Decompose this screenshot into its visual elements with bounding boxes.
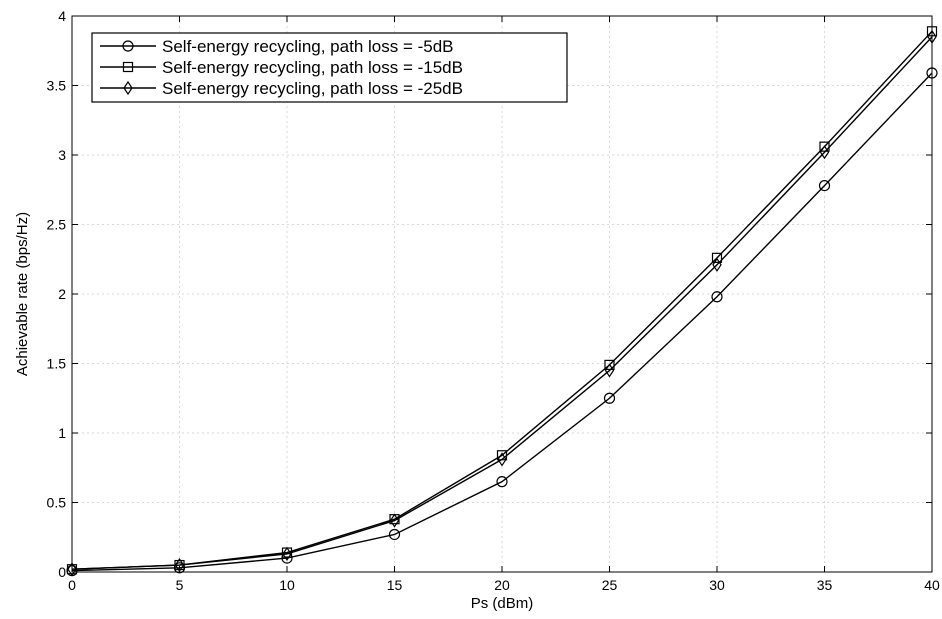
y-tick-label: 4 <box>58 8 66 24</box>
legend-item: Self-energy recycling, path loss = -5dB <box>100 37 454 56</box>
legend-marker-square <box>122 61 134 73</box>
legend-label: Self-energy recycling, path loss = -15dB <box>162 58 463 77</box>
legend-label: Self-energy recycling, path loss = -5dB <box>162 37 454 56</box>
legend-item: Self-energy recycling, path loss = -25dB <box>100 79 463 98</box>
tick-labels: 0 5 10 15 20 25 30 35 40 0 0.5 1 1.5 2 2.5 3 3.5 4 <box>47 8 940 593</box>
x-tick-label: 5 <box>176 577 184 593</box>
y-tick-label: 2.5 <box>47 217 67 233</box>
legend-label: Self-energy recycling, path loss = -25dB <box>162 79 463 98</box>
x-tick-label: 15 <box>387 577 403 593</box>
grid <box>72 16 932 572</box>
data-point-diamond <box>604 363 615 378</box>
x-tick-label: 10 <box>279 577 295 593</box>
y-tick-label: 3 <box>58 147 66 163</box>
x-axis-label: Ps (dBm) <box>471 595 534 612</box>
x-tick-label: 0 <box>68 577 76 593</box>
y-tick-label: 0.5 <box>47 495 67 511</box>
data-point-circle <box>388 528 401 541</box>
x-tick-label: 30 <box>709 577 725 593</box>
data-point-square <box>604 359 615 370</box>
x-tick-label: 35 <box>817 577 833 593</box>
data-point-circle <box>603 392 616 404</box>
y-tick-label: 1.5 <box>47 356 67 372</box>
y-axis-label: Achievable rate (bps/Hz) <box>14 212 31 376</box>
data-point-circle <box>711 291 723 303</box>
x-tick-label: 25 <box>602 577 618 593</box>
legend-marker-diamond <box>123 80 133 96</box>
y-tick-label: 0 <box>58 564 66 580</box>
legend: Self-energy recycling, path loss = -5dB S… <box>91 32 568 103</box>
y-tick-label: 3.5 <box>47 78 67 94</box>
data-point-diamond <box>389 513 400 528</box>
data-point-diamond <box>819 145 830 160</box>
y-tick-label: 2 <box>58 286 66 302</box>
legend-item: Self-energy recycling, path loss = -15dB <box>100 58 463 77</box>
series-group <box>66 26 938 577</box>
legend-box <box>91 32 568 103</box>
data-point-diamond <box>67 562 77 577</box>
data-point-diamond <box>497 452 507 467</box>
series-line-circle <box>71 72 933 572</box>
data-point-diamond <box>174 557 185 573</box>
y-tick-label: 1 <box>58 425 66 441</box>
series-line-diamond <box>71 36 933 570</box>
x-tick-label: 20 <box>494 577 510 593</box>
data-point-diamond <box>712 257 722 272</box>
data-point-diamond <box>282 546 292 562</box>
x-tick-label: 40 <box>924 577 940 593</box>
legend-marker-circle <box>122 40 134 52</box>
data-point-square <box>711 252 723 263</box>
data-point-circle <box>818 179 831 192</box>
plot-frame <box>71 15 933 573</box>
data-point-circle <box>496 476 508 488</box>
